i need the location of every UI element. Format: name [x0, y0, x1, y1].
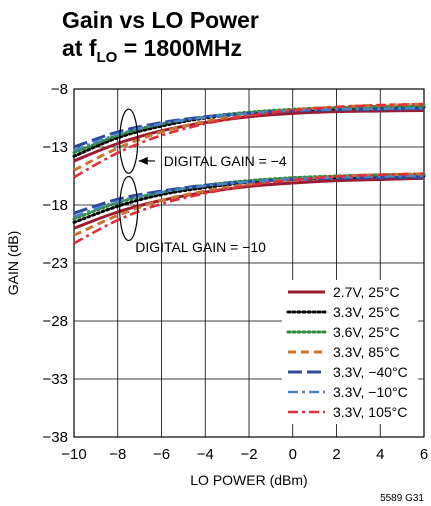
x-tick-labels: −10 −8 −6 −4 −2 0 2 4 6: [61, 446, 428, 463]
y-tick-label: −38: [43, 429, 68, 446]
annotation-ellipse: [119, 108, 139, 174]
chart-title-line1: Gain vs LO Power: [62, 7, 259, 33]
series-line: [73, 172, 425, 237]
series-line: [73, 176, 425, 230]
x-tick-label: −10: [61, 446, 86, 463]
chart-title-line2-subscript: LO: [96, 49, 118, 66]
y-axis-label: GAIN (dB): [5, 231, 21, 296]
x-axis-label: LO POWER (dBm): [190, 472, 307, 488]
y-tick-label: −18: [43, 197, 68, 214]
legend-label: 3.3V, 105°C: [333, 404, 407, 420]
x-tick-label: −6: [153, 446, 170, 463]
x-tick-label: 0: [289, 446, 297, 463]
legend-label: 3.3V, 25°C: [333, 304, 400, 320]
annotation-label: DIGITAL GAIN = −10: [135, 239, 266, 255]
x-tick-label: 6: [420, 446, 428, 463]
x-tick-label: 4: [376, 446, 384, 463]
series-line: [73, 102, 425, 179]
annotation-layer: DIGITAL GAIN = −4 DIGITAL GAIN = −10: [119, 108, 287, 255]
series-line: [73, 106, 425, 152]
legend-label: 3.3V, −40°C: [333, 364, 408, 380]
annotation-arrowhead: [138, 156, 148, 165]
legend-label: 3.6V, 25°C: [333, 324, 400, 340]
series-line: [73, 109, 425, 163]
chart-title-line2-prefix: at f: [62, 35, 97, 61]
chart-title: Gain vs LO Power at fLO = 1800MHz: [62, 6, 259, 66]
y-tick-label: −8: [51, 81, 68, 98]
annotation-label: DIGITAL GAIN = −4: [164, 153, 287, 169]
y-tick-label: −13: [43, 139, 68, 156]
plot-frame: [73, 88, 425, 438]
annotation-ellipse: [119, 175, 139, 242]
series-layer: [72, 102, 426, 245]
y-tick-labels: −38 −33 −28 −23 −18 −13 −8: [43, 81, 68, 446]
legend-label: 2.7V, 25°C: [333, 284, 400, 300]
y-tick-label: −23: [43, 255, 68, 272]
x-tick-label: −2: [240, 446, 257, 463]
legend-label: 3.3V, 85°C: [333, 344, 400, 360]
chart-title-line2-suffix: = 1800MHz: [117, 35, 242, 61]
legend: 2.7V, 25°C 3.3V, 25°C 3.6V, 25°C 3.3V, 85°C…: [282, 280, 418, 424]
y-tick-label: −28: [43, 313, 68, 330]
y-tick-label: −33: [43, 371, 68, 388]
legend-label: 3.3V, −10°C: [333, 384, 408, 400]
figure-id: 5589 G31: [380, 493, 424, 504]
series-line: [73, 174, 425, 218]
x-tick-label: −4: [197, 446, 214, 463]
x-tick-label: −8: [109, 446, 126, 463]
series-line: [73, 172, 425, 245]
x-tick-label: 2: [332, 446, 340, 463]
